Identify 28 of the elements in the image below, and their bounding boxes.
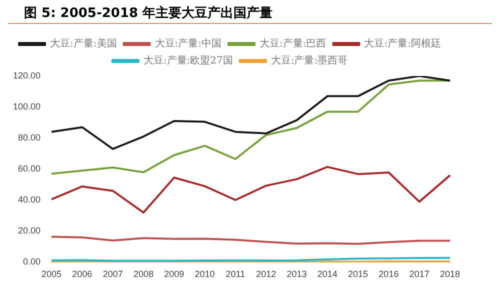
x-tick-label: 2015 (348, 269, 368, 280)
y-tick-label: 100.00 (12, 102, 41, 112)
legend-label: 大豆:产量:欧盟27国 (143, 54, 233, 67)
legend-label: 大豆:产量:阿根廷 (364, 38, 441, 50)
x-tick-label: 2014 (317, 269, 338, 280)
x-tick-label: 2006 (72, 269, 92, 280)
y-tick-label: 120.00 (12, 70, 41, 80)
x-tick-label: 2016 (378, 269, 399, 280)
x-tick-label: 2008 (133, 269, 154, 280)
legend-label: 大豆:产量:美国 (50, 38, 117, 50)
x-tick-label: 2012 (256, 269, 276, 280)
legend-label: 大豆:产量:墨西哥 (270, 54, 348, 67)
x-tick-label: 2013 (286, 269, 307, 280)
legend-label: 大豆:产量:巴西 (260, 38, 326, 50)
x-tick-label: 2007 (102, 269, 123, 280)
x-tick-label: 2011 (226, 269, 246, 280)
y-tick-label: 20.00 (18, 226, 41, 236)
x-tick-label: 2009 (164, 269, 184, 280)
chart-title: 图 5: 2005-2018 年主要大豆产出国产量 (8, 0, 492, 24)
y-tick-label: 40.00 (18, 194, 41, 205)
x-tick-label: 2017 (409, 269, 430, 280)
y-tick-label: 80.00 (18, 132, 41, 143)
legend-label: 大豆:产量:中国 (154, 38, 222, 50)
x-tick-label: 2018 (440, 269, 460, 280)
y-tick-label: 0.00 (22, 256, 41, 267)
y-tick-label: 60.00 (18, 164, 41, 174)
x-tick-label: 2010 (194, 269, 215, 280)
x-tick-label: 2005 (42, 269, 62, 280)
